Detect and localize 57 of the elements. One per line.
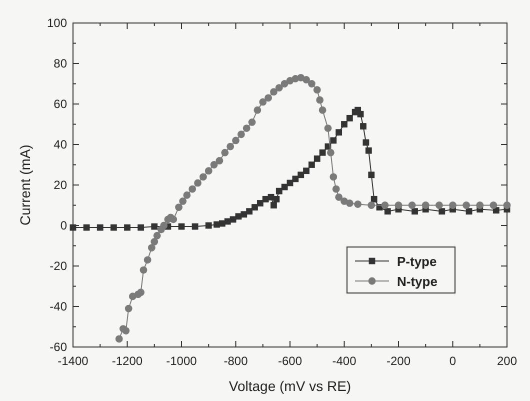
point [246,208,253,215]
x-tick-label: -200 [386,354,411,368]
point [252,204,258,210]
point [205,222,212,229]
legend-label: P-type [397,254,437,269]
point [281,184,288,190]
y-tick-label: 40 [54,138,68,152]
point [192,223,198,230]
point [270,202,277,208]
point [466,208,472,215]
y-axis-title: Current (mA) [17,144,33,226]
point [341,121,348,128]
point [138,224,144,231]
point [368,172,375,178]
y-tick-label: -60 [50,340,68,354]
x-tick-label: 200 [496,354,518,368]
x-tick-label: 0 [449,354,456,368]
point [308,162,315,168]
point [151,223,158,230]
point [412,208,418,215]
x-tick-label: -1000 [166,354,198,368]
y-tick-label: 60 [54,97,68,111]
x-tick-label: -800 [224,354,248,368]
point [230,216,236,223]
point [240,211,248,218]
point [314,155,320,162]
x-tick-label: -400 [332,354,357,368]
point [346,114,353,122]
y-tick-label: -20 [50,259,68,273]
point [336,129,342,136]
point [124,224,130,231]
point [276,188,282,194]
point [256,200,264,206]
point [96,224,104,231]
legend-label: N-type [397,274,438,289]
y-tick-label: 20 [54,178,68,192]
point [360,123,366,130]
point [370,196,378,202]
y-tick-label: 100 [46,16,68,30]
point [83,224,90,231]
point [292,176,299,182]
point [303,168,310,174]
x-tick-label: -600 [278,354,302,368]
point [319,149,326,156]
point [273,196,280,202]
y-tick-label: 0 [60,218,68,232]
point [330,137,337,144]
x-tick-label: -1200 [112,354,143,368]
y-tick-label: 80 [54,56,68,70]
x-tick-label: -1400 [58,354,89,368]
point [384,208,391,215]
x-axis-title: Voltage (mV vs RE) [228,378,352,394]
point [110,224,117,231]
point [298,172,304,178]
point [365,147,372,154]
point [438,208,446,215]
y-tick-label: -40 [50,300,68,314]
